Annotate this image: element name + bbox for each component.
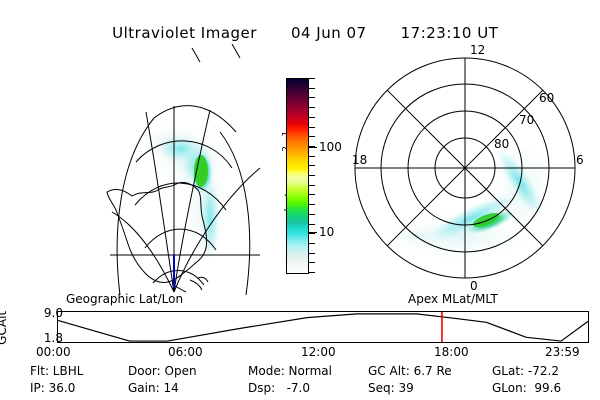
colorbar-ticks [309,78,317,274]
status-field-1: Door: Open [128,364,197,378]
altitude-trace-line [58,314,588,341]
altitude-plot-box [57,311,589,343]
mlt-labels: 12 18 6 0 [352,43,584,293]
status-row-2: IP: 36.0 Gain: 14 Dsp: -7.0 Seq: 39 GLon: 99… [0,381,600,397]
longitude-grid [110,106,261,293]
polar-mlat-mlt-panel: 12 18 6 0 60 70 80 [340,40,590,298]
status-field-3: Seq: 39 [368,381,414,395]
mlt-spokes [355,58,575,278]
colorbar-minor-tick [309,204,315,206]
altitude-plot [58,312,588,342]
colorbar-tick-label-0: 100 [319,139,342,154]
mlat-label-80: 80 [494,137,509,151]
colorbar-minor-tick [309,87,315,89]
mlt-label-12: 12 [470,43,485,57]
colorbar-minor-tick [309,78,315,79]
colorbar-minor-tick [309,233,315,235]
geographic-projection-panel [50,40,261,296]
status-field-2: Mode: Normal [248,364,332,378]
mlat-label-70: 70 [519,113,534,127]
altitude-axis-label-gc: GC [0,327,9,345]
limb-arcs [116,105,251,296]
grid-ticks-outer [191,43,241,63]
colorbar-minor-tick [309,262,315,264]
colorbar-tick-label-1: 10 [319,225,335,240]
aurora-emission-geographic [140,124,232,262]
colorbar-gradient-box [286,78,309,274]
colorbar-minor-tick [309,223,315,225]
colorbar-gradient [287,79,308,273]
altitude-axis-label: Alt GC [0,310,32,345]
polar-panel-caption: Apex MLat/MLT [408,292,498,306]
instrument-title: Ultraviolet Imager [112,24,257,42]
colorbar-minor-tick [309,107,315,109]
altitude-ytick-top: 9.0 [43,306,63,320]
colorbar-minor-tick [309,242,315,244]
colorbar-minor-tick [309,272,315,273]
geographic-panel-caption: Geographic Lat/Lon [66,292,184,306]
status-field-0: Flt: LBHL [30,364,84,378]
observation-time: 17:23:10 UT [400,24,499,42]
altitude-trace-panel: Alt GC 9.0 1.8 00:00 06:00 12:00 18:00 2… [0,305,600,359]
colorbar-minor-tick [309,145,315,147]
altitude-ytick-bottom: 1.8 [43,331,63,345]
altitude-xtick-2: 12:00 [301,345,336,359]
status-field-1: Gain: 14 [128,381,179,395]
status-field-2: Dsp: -7.0 [248,381,311,395]
mlat-labels: 60 70 80 [494,91,554,151]
status-field-0: IP: 36.0 [30,381,76,395]
mlat-label-60: 60 [539,91,554,105]
altitude-xtick-3: 18:00 [434,345,469,359]
geographic-image [106,43,261,296]
aurora-emission-polar [386,142,552,262]
altitude-xtick-0: 00:00 [36,345,71,359]
status-field-4: GLon: 99.6 [492,381,562,395]
colorbar-minor-tick [309,155,315,157]
colorbar-minor-tick [309,194,315,196]
status-row-1: Flt: LBHL Door: Open Mode: Normal GC Alt: 6… [0,364,600,380]
colorbar-major-tick [309,232,317,234]
colorbar-minor-tick [309,184,315,186]
colorbar-minor-tick [309,97,315,99]
mlt-label-0: 0 [470,279,478,293]
colorbar-minor-tick [309,165,315,167]
polar-image: 12 18 6 0 60 70 80 [352,43,584,293]
mlt-label-6: 6 [576,153,584,167]
latitude-grid [134,140,233,286]
status-footer: Flt: LBHL Door: Open Mode: Normal GC Alt: 6… [0,364,600,400]
colorbar-minor-tick [309,252,315,254]
header-bar: Ultraviolet Imager 04 Jun 07 17:23:10 UT [0,6,600,42]
colorbar-major-tick [309,146,317,148]
altitude-xtick-1: 06:00 [168,345,203,359]
colorbar-minor-tick [309,175,315,176]
mlt-label-18: 18 [352,153,367,167]
colorbar-minor-tick [309,136,315,138]
colorbar-minor-tick [309,213,315,215]
colorbar-minor-tick [309,116,315,118]
status-field-3: GC Alt: 6.7 Re [368,364,452,378]
altitude-xtick-4: 23:59 [545,345,580,359]
colorbar-minor-tick [309,126,315,128]
status-field-4: GLat: -72.2 [492,364,559,378]
altitude-axis-label-alt: Alt [0,310,9,328]
observation-date: 04 Jun 07 [290,24,367,42]
